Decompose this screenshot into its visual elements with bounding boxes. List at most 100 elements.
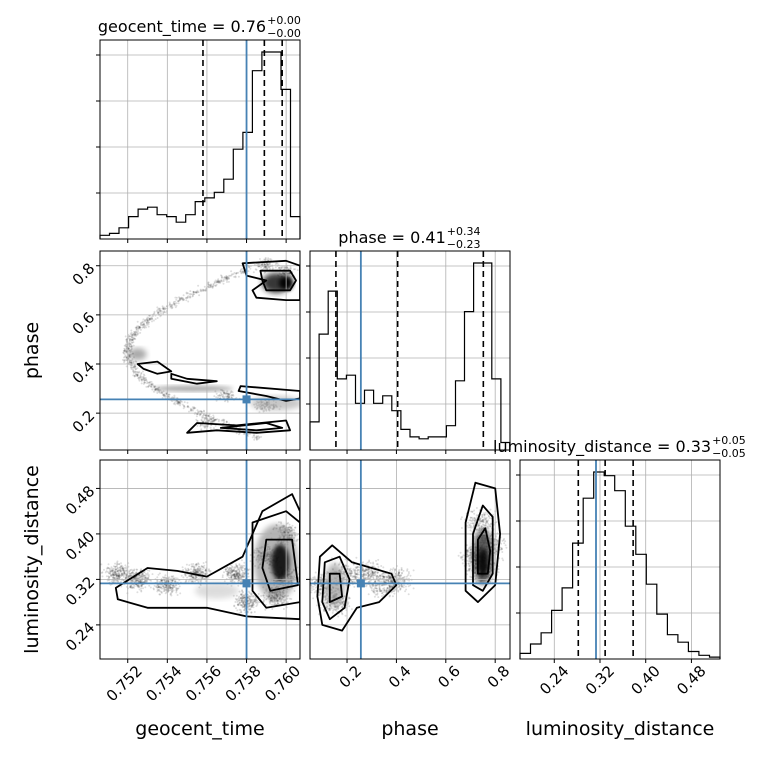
sample-point — [243, 564, 246, 567]
sample-point — [129, 364, 132, 367]
sample-point — [319, 588, 322, 591]
sample-point — [151, 573, 154, 576]
sample-point — [266, 266, 269, 269]
sample-point — [248, 598, 251, 601]
sample-point — [178, 401, 181, 404]
sample-point — [125, 350, 128, 353]
sample-point — [382, 577, 385, 580]
sample-point — [196, 567, 199, 570]
sample-point — [485, 520, 488, 523]
sample-point — [225, 568, 228, 571]
sample-point — [388, 575, 390, 578]
sample-point — [198, 572, 201, 575]
sample-point — [131, 587, 134, 590]
sample-point — [123, 571, 126, 573]
sample-point — [473, 517, 476, 519]
sample-point — [148, 569, 151, 572]
sample-point — [129, 359, 131, 362]
sample-point — [138, 379, 141, 382]
sample-point — [289, 530, 292, 533]
sample-point — [191, 579, 194, 582]
sample-point — [240, 568, 242, 571]
sample-point — [242, 594, 245, 597]
sample-point — [204, 426, 207, 429]
sample-point — [400, 574, 402, 577]
sample-point — [221, 576, 224, 579]
sample-point — [248, 597, 251, 600]
sample-point — [378, 587, 381, 590]
sample-point — [252, 601, 255, 604]
sample-point — [382, 576, 385, 579]
sample-point — [129, 338, 132, 340]
sample-point — [191, 409, 194, 412]
sample-point — [136, 320, 139, 323]
sample-point — [125, 356, 128, 359]
sample-point — [238, 603, 241, 606]
sample-point — [162, 306, 164, 309]
sample-point — [204, 573, 207, 576]
sample-point — [145, 580, 148, 583]
sample-point — [481, 519, 484, 521]
sample-point — [468, 568, 471, 571]
sample-point — [260, 594, 263, 597]
sample-point — [247, 605, 250, 608]
sample-point — [258, 263, 261, 266]
sample-point — [136, 367, 139, 370]
sample-point — [178, 401, 181, 404]
sample-point — [378, 584, 381, 587]
sample-point — [469, 519, 472, 522]
sample-point — [186, 569, 189, 572]
sample-point — [175, 586, 178, 589]
sample-point — [113, 576, 116, 579]
sample-point — [263, 600, 265, 603]
sample-point — [192, 291, 195, 294]
sample-point — [196, 424, 199, 427]
sample-point — [253, 594, 256, 597]
sample-point — [136, 575, 139, 578]
sample-point — [244, 574, 246, 577]
sample-point — [282, 524, 285, 527]
sample-point — [231, 565, 233, 568]
sample-point — [158, 589, 161, 592]
sample-point — [192, 580, 195, 583]
sample-point — [238, 571, 241, 574]
sample-point — [366, 567, 369, 570]
sample-point — [134, 330, 137, 333]
sample-point — [228, 396, 231, 398]
sample-point — [201, 415, 204, 418]
sample-point — [238, 573, 240, 576]
sample-point — [388, 585, 391, 588]
sample-point — [130, 333, 133, 336]
sample-point — [380, 573, 383, 576]
sample-point — [101, 575, 104, 578]
sample-point — [348, 568, 351, 571]
sample-point — [240, 611, 242, 614]
sample-point — [200, 290, 203, 293]
sample-point — [237, 575, 240, 578]
sample-point — [240, 569, 243, 572]
sample-point — [215, 280, 218, 283]
sample-point — [231, 570, 234, 573]
sample-point — [386, 586, 389, 589]
sample-point — [369, 586, 372, 589]
sample-point — [142, 587, 144, 590]
sample-point — [267, 258, 270, 261]
sample-point — [133, 337, 136, 340]
sample-point — [335, 609, 338, 612]
sample-point — [271, 599, 274, 602]
sample-point — [487, 522, 490, 525]
sample-point — [113, 573, 116, 576]
sample-point — [133, 365, 136, 368]
sample-point — [188, 564, 191, 567]
sample-point — [160, 579, 163, 582]
sample-point — [350, 570, 353, 573]
sample-point — [225, 392, 228, 395]
sample-point — [241, 580, 243, 583]
sample-point — [226, 393, 229, 396]
sample-point — [344, 558, 347, 561]
sample-point — [234, 566, 237, 569]
sample-point — [124, 335, 127, 338]
sample-point — [235, 565, 238, 568]
sample-point — [380, 584, 383, 587]
sample-point — [227, 576, 230, 579]
